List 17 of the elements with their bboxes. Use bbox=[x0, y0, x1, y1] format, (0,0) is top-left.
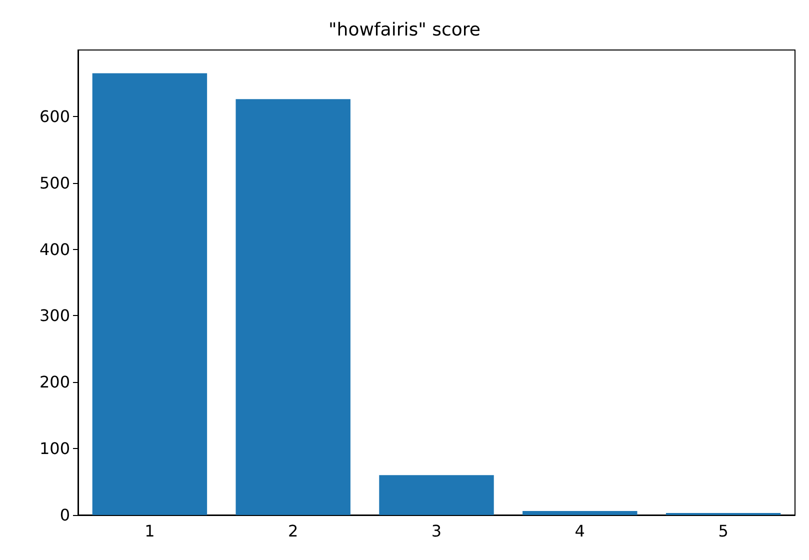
bar bbox=[92, 73, 208, 515]
y-tick-label: 600 bbox=[39, 106, 70, 126]
x-tick-label: 1 bbox=[144, 522, 155, 540]
y-tick-label: 100 bbox=[39, 439, 70, 458]
y-tick-label: 500 bbox=[39, 173, 70, 192]
y-tick-label: 0 bbox=[60, 506, 70, 524]
x-tick-label: 3 bbox=[431, 522, 442, 540]
x-tick-label: 2 bbox=[288, 522, 298, 540]
x-tick-label: 5 bbox=[718, 522, 728, 540]
bar bbox=[379, 475, 494, 515]
y-tick-label: 200 bbox=[39, 372, 70, 392]
y-tick-label: 400 bbox=[39, 240, 70, 259]
x-tick-label: 4 bbox=[574, 522, 585, 540]
bar bbox=[522, 511, 638, 515]
chart-title: "howfairis" score bbox=[328, 20, 480, 40]
y-tick-label: 300 bbox=[39, 306, 70, 326]
bar bbox=[236, 99, 350, 515]
